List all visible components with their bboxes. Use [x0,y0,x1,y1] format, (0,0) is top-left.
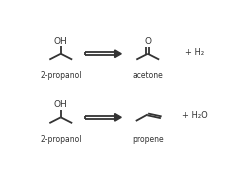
Text: O: O [144,37,151,46]
Polygon shape [115,114,121,121]
Text: propene: propene [132,135,163,144]
Text: 2-propanol: 2-propanol [40,71,81,80]
Text: + H₂: + H₂ [185,48,204,57]
Text: OH: OH [54,100,68,109]
Text: acetone: acetone [132,71,163,80]
Polygon shape [115,50,121,58]
Text: OH: OH [54,37,68,46]
Text: + H₂O: + H₂O [182,111,208,121]
Text: 2-propanol: 2-propanol [40,135,81,144]
